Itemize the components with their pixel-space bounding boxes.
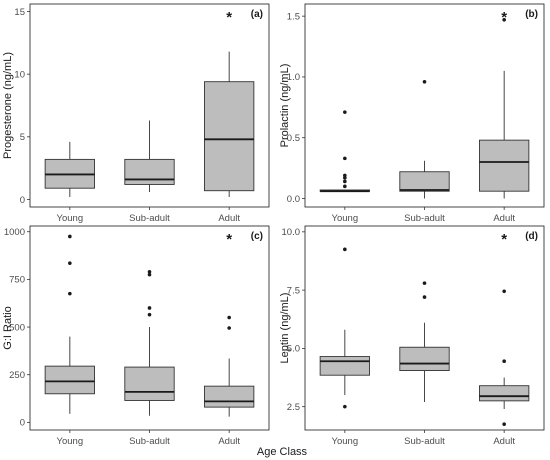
y-tick-label: 5 xyxy=(20,132,25,143)
outlier-point xyxy=(502,422,506,426)
outlier-point xyxy=(68,261,72,265)
panel-tag: (b) xyxy=(525,9,538,20)
outlier-point xyxy=(68,291,72,296)
outlier-point xyxy=(502,18,506,22)
box-adult xyxy=(479,18,530,199)
outlier-point xyxy=(422,79,427,84)
x-tick-label: Young xyxy=(332,436,359,447)
outlier-point xyxy=(343,404,347,409)
box-sub-adult xyxy=(399,281,450,403)
outlier-point xyxy=(343,247,347,252)
box-adult xyxy=(204,51,255,197)
outlier-point xyxy=(343,179,347,184)
iqr-box xyxy=(399,171,450,192)
outlier-point xyxy=(422,281,427,285)
box-young xyxy=(319,110,370,193)
outlier-point xyxy=(147,312,152,317)
outlier-point xyxy=(147,269,152,274)
box-young xyxy=(44,141,95,197)
y-tick-label: 1000 xyxy=(4,227,25,238)
x-tick-label: Young xyxy=(57,213,84,224)
iqr-box xyxy=(204,385,255,408)
y-tick-label: 1.0 xyxy=(287,72,300,83)
y-tick-label: 750 xyxy=(9,275,25,286)
iqr-box xyxy=(44,365,95,395)
y-axis-title: Prolactin (ng/mL) xyxy=(279,64,291,148)
y-tick-label: 7.5 xyxy=(287,285,300,296)
y-tick-label: 0.0 xyxy=(287,194,300,205)
box-young xyxy=(319,247,370,409)
iqr-box xyxy=(399,346,450,371)
panels-group: 0 5 10 15 Progesterone (ng/mL) Young Sub-adult… xyxy=(2,3,545,447)
y-tick-label: 1.5 xyxy=(287,11,300,22)
outlier-point xyxy=(227,326,231,330)
x-tick-label: Adult xyxy=(218,213,240,224)
iqr-box xyxy=(479,385,530,402)
iqr-box xyxy=(124,366,175,401)
outlier-point xyxy=(343,184,347,189)
outlier-point xyxy=(502,359,506,364)
x-tick-label: Sub-adult xyxy=(404,436,445,447)
box-sub-adult xyxy=(399,79,450,199)
y-tick-label: 15 xyxy=(14,7,25,18)
x-axis-title: Age Class xyxy=(257,446,308,458)
x-tick-label: Adult xyxy=(493,213,515,224)
y-axis-title: Progesterone (ng/mL) xyxy=(2,52,14,159)
y-axis-title: Leptin (ng/mL) xyxy=(279,293,291,364)
box-young xyxy=(44,234,95,414)
box-sub-adult xyxy=(124,120,175,192)
x-tick-label: Sub-adult xyxy=(129,436,170,447)
box-sub-adult xyxy=(124,269,175,416)
x-tick-label: Young xyxy=(57,436,84,447)
y-tick-label: 500 xyxy=(9,322,25,333)
significance-marker: * xyxy=(226,9,232,26)
y-tick-label: 10 xyxy=(14,69,25,80)
panel-tag: (c) xyxy=(251,231,263,242)
y-axis-title: G:I Ratio xyxy=(2,306,14,349)
y-tick-label: 0.5 xyxy=(287,133,300,144)
outlier-point xyxy=(147,306,152,310)
panel-3: 2.5 5.0 7.5 10.0 Leptin (ng/mL) Young Sub-adul… xyxy=(279,225,545,447)
iqr-box xyxy=(319,356,370,376)
outlier-point xyxy=(68,234,72,239)
outlier-point xyxy=(422,295,427,299)
iqr-box xyxy=(204,81,255,192)
panel-1: 0.0 0.5 1.0 1.5 Prolactin (ng/mL) Young Sub-ad… xyxy=(279,3,545,224)
panel-tag: (d) xyxy=(525,231,538,242)
y-tick-label: 250 xyxy=(9,370,25,381)
x-tick-label: Sub-adult xyxy=(404,213,445,224)
y-tick-label: 5.0 xyxy=(287,344,300,355)
outlier-point xyxy=(227,315,231,320)
outlier-point xyxy=(343,110,347,114)
outlier-point xyxy=(502,289,506,294)
y-tick-label: 10.0 xyxy=(282,227,301,238)
y-tick-label: 0 xyxy=(20,195,25,206)
x-tick-label: Sub-adult xyxy=(129,213,170,224)
iqr-box xyxy=(479,139,530,192)
box-adult xyxy=(479,289,530,426)
panel-2: 0 250 500 750 1000 G:I Ratio Young Sub-adult Adu… xyxy=(2,225,270,447)
box-adult xyxy=(204,315,255,417)
outlier-point xyxy=(147,272,152,277)
y-tick-label: 2.5 xyxy=(287,402,300,413)
x-tick-label: Adult xyxy=(493,436,515,447)
x-tick-label: Young xyxy=(332,213,359,224)
significance-marker: * xyxy=(226,231,232,248)
outlier-point xyxy=(343,156,347,161)
iqr-box xyxy=(124,158,175,185)
x-tick-label: Adult xyxy=(218,436,240,447)
outlier-point xyxy=(343,173,347,178)
y-tick-label: 0 xyxy=(20,418,25,429)
panel-tag: (a) xyxy=(251,9,263,20)
significance-marker: * xyxy=(501,9,507,26)
significance-marker: * xyxy=(501,231,507,248)
panel-0: 0 5 10 15 Progesterone (ng/mL) Young Sub-adult… xyxy=(2,3,270,224)
